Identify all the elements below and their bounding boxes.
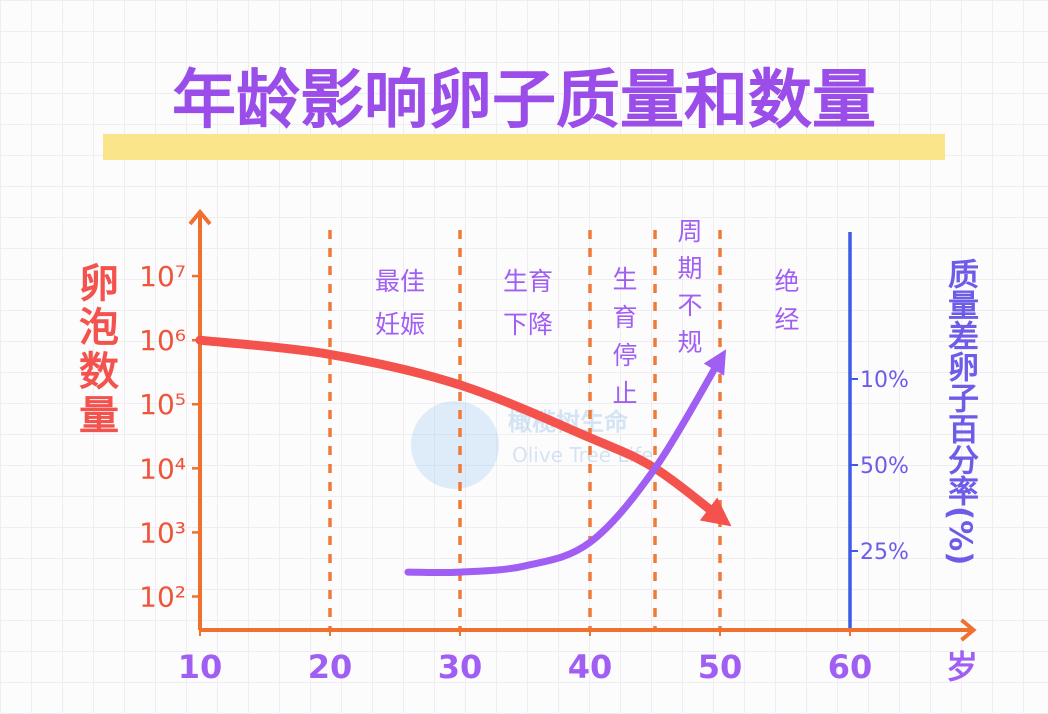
x-tick-label: 20	[308, 648, 353, 686]
zone-label: 妊娠	[375, 310, 425, 339]
y-axis-label: 卵泡数量	[72, 262, 118, 438]
y2-tick-label: 10%	[860, 368, 909, 393]
y-tick-label: 10²	[139, 580, 186, 613]
zone-label: 下降	[503, 310, 553, 339]
chart-title: 年龄影响卵子质量和数量	[172, 64, 876, 138]
zone-label: 育	[612, 303, 637, 332]
zone-label: 不	[677, 291, 702, 320]
x-tick-label: 50	[698, 648, 743, 686]
zone-label: 绝	[774, 267, 799, 296]
x-axis-label: 岁	[946, 648, 978, 686]
zone-label: 期	[677, 254, 702, 283]
x-tick-label: 10	[178, 648, 223, 686]
zone-label: 周	[677, 217, 702, 246]
zone-label: 生育	[503, 267, 553, 296]
zone-label: 止	[612, 379, 637, 408]
y-tick-label: 10⁴	[139, 452, 186, 485]
watermark-logo	[411, 401, 499, 489]
x-tick-label: 60	[828, 648, 873, 686]
y2-tick-label: 25%	[860, 540, 909, 565]
y-tick-label: 10⁶	[139, 324, 186, 357]
title-highlight	[103, 134, 945, 160]
y-tick-label: 10³	[139, 516, 186, 549]
zone-label: 生	[612, 265, 637, 294]
zone-label: 规	[677, 328, 702, 357]
y-tick-label: 10⁵	[139, 388, 186, 421]
zone-label: 经	[774, 305, 799, 334]
x-tick-label: 40	[568, 648, 613, 686]
y2-axis-label: 质量差卵子百分率(%)	[942, 258, 978, 566]
x-tick-label: 30	[438, 648, 483, 686]
y-tick-label: 10⁷	[139, 260, 186, 293]
zone-label: 最佳	[375, 267, 425, 296]
x-axis-arrow	[960, 618, 977, 642]
y2-tick-label: 50%	[860, 454, 909, 479]
line-series	[404, 349, 727, 577]
zone-label: 停	[612, 341, 637, 370]
y-axis-arrow	[188, 208, 212, 226]
